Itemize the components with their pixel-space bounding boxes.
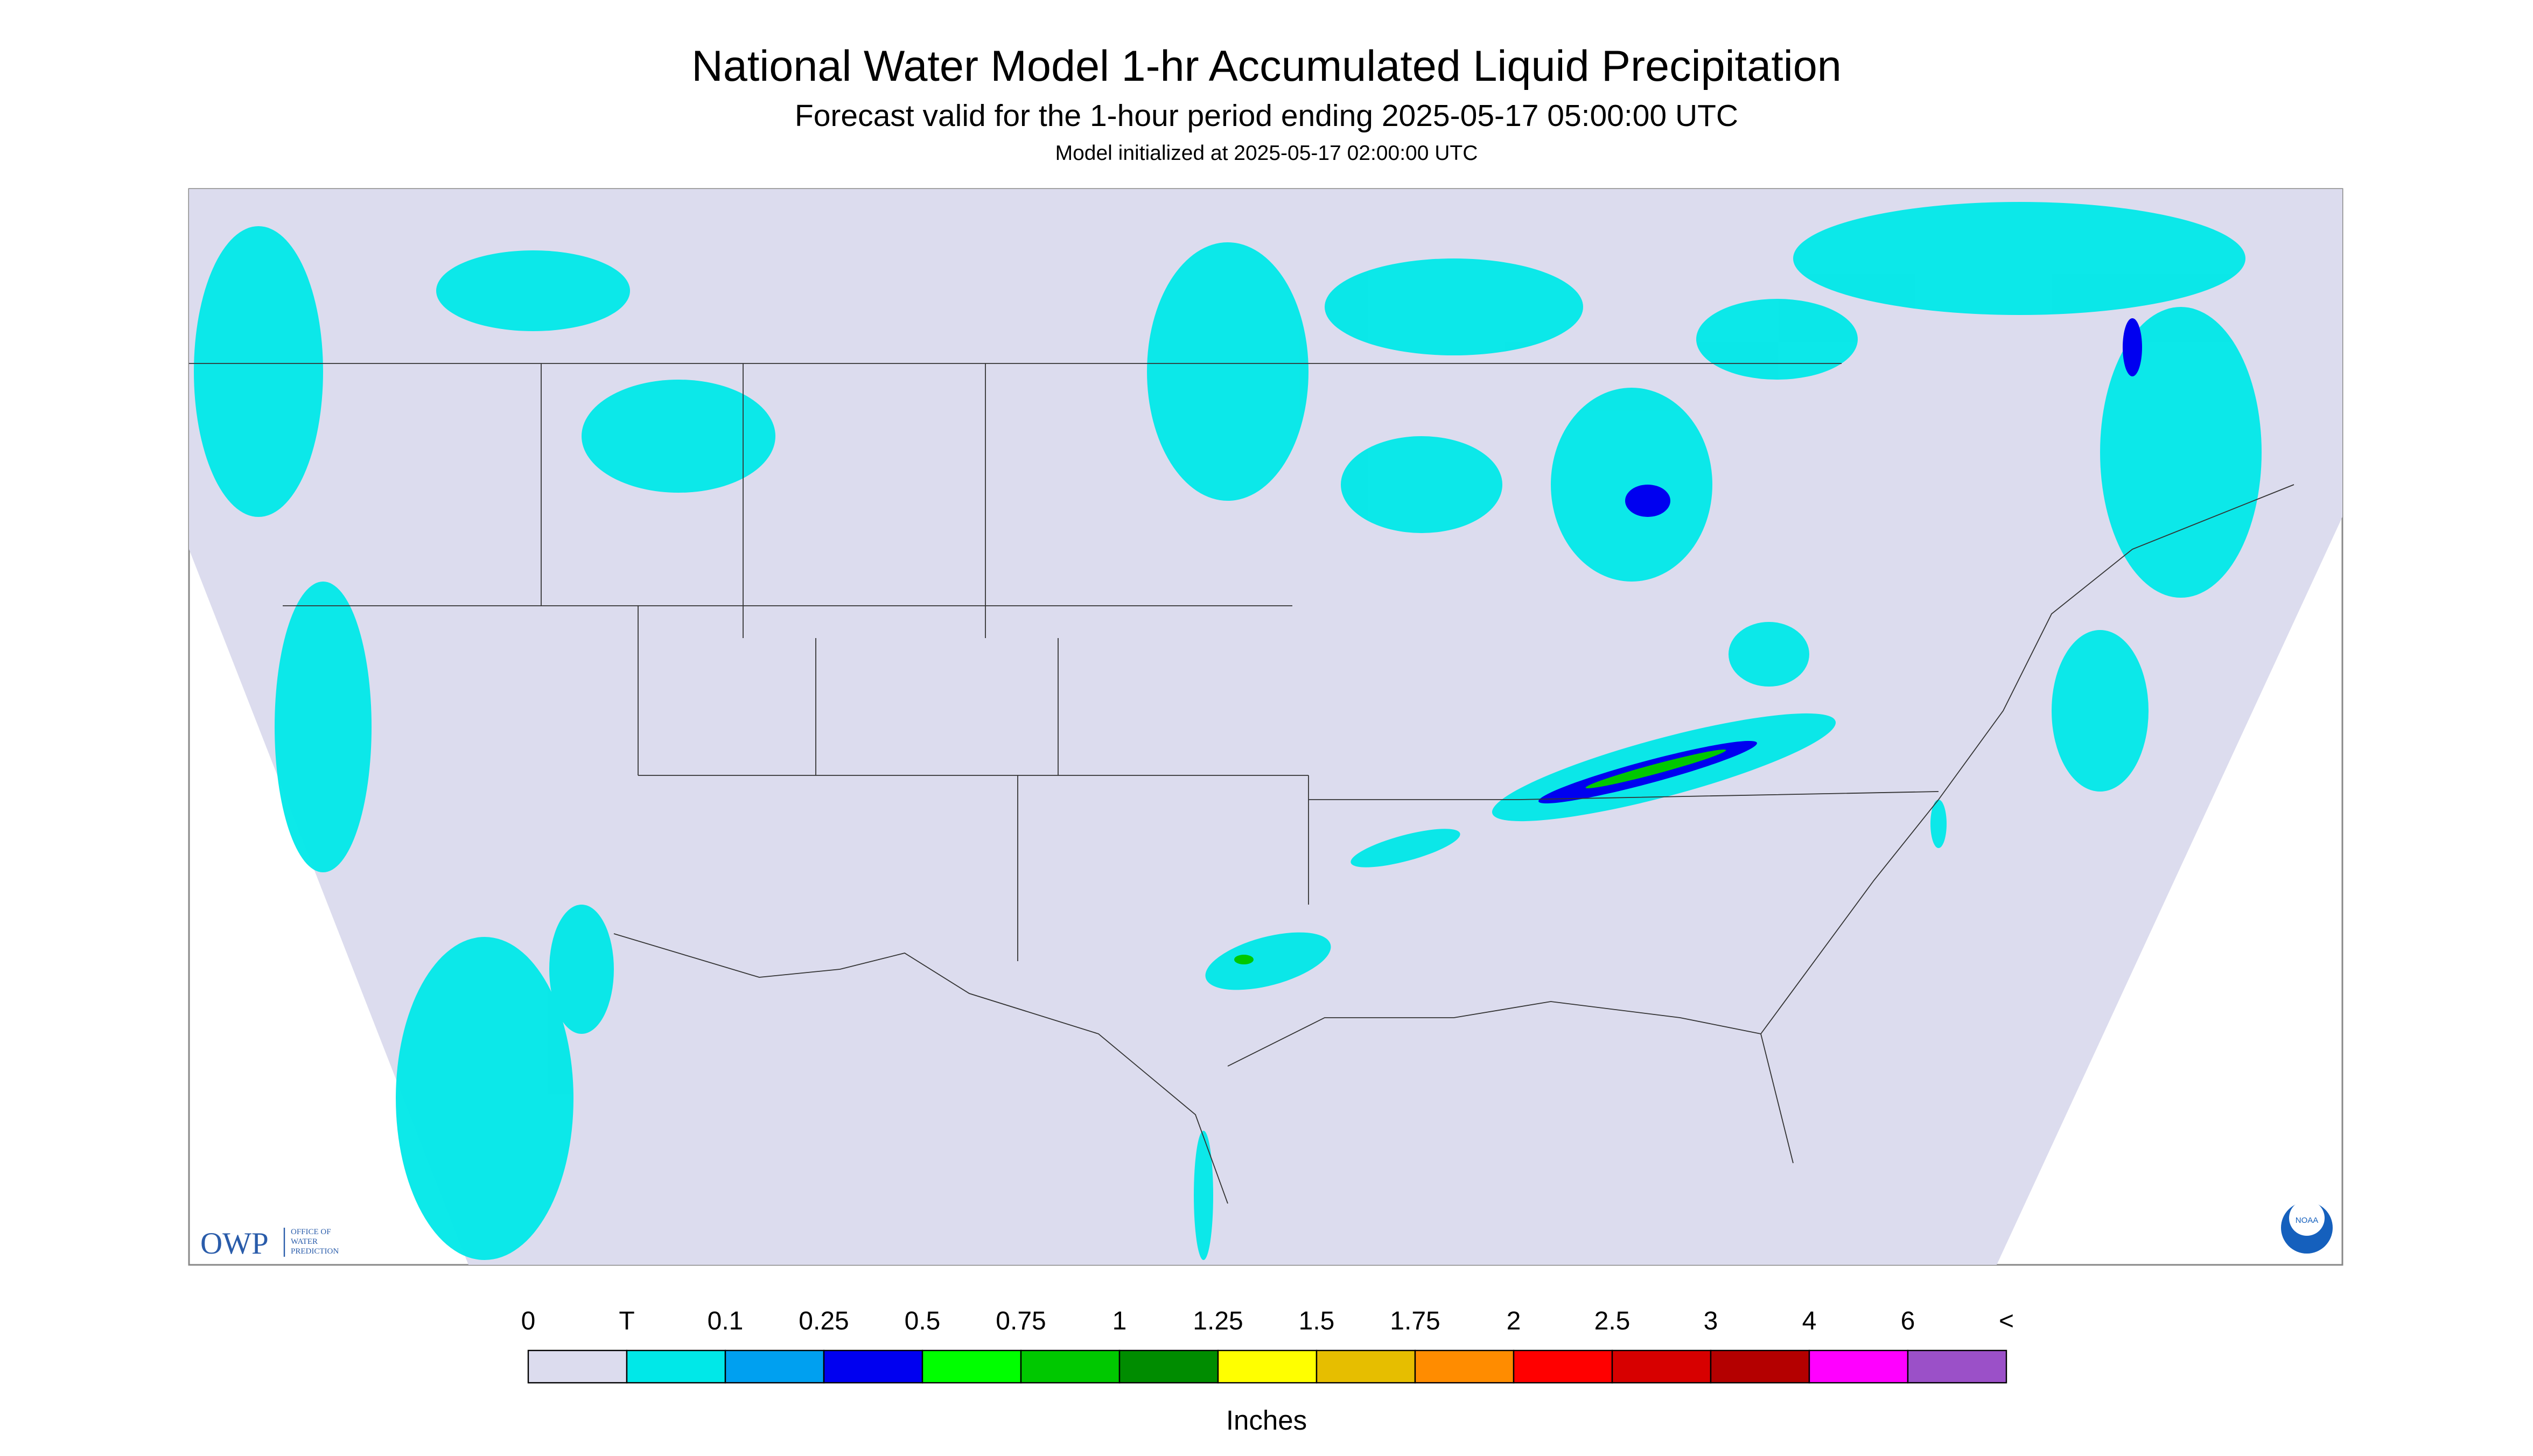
legend-swatch xyxy=(921,1349,1022,1384)
legend-swatch xyxy=(626,1349,726,1384)
office-text: PREDICTION xyxy=(291,1247,339,1256)
legend-label: 4 xyxy=(1802,1307,1817,1335)
office-text: WATER xyxy=(291,1237,318,1246)
legend-label: 1.25 xyxy=(1193,1307,1243,1335)
legend-label: 0 xyxy=(521,1307,536,1335)
legend-label: T xyxy=(619,1307,634,1335)
legend-swatch xyxy=(1414,1349,1515,1384)
legend-swatch xyxy=(527,1349,628,1384)
legend-swatch xyxy=(1217,1349,1318,1384)
legend-label: 0.5 xyxy=(905,1307,941,1335)
legend-swatch xyxy=(823,1349,923,1384)
legend-swatch xyxy=(1020,1349,1121,1384)
legend-swatch xyxy=(1907,1349,2007,1384)
legend-swatch xyxy=(1710,1349,1810,1384)
noaa-text: NOAA xyxy=(2296,1216,2319,1225)
title: National Water Model 1-hr Accumulated Li… xyxy=(691,42,1842,90)
office-text: OFFICE OF xyxy=(291,1228,331,1236)
noaa-logo: NOAA xyxy=(2281,1200,2333,1254)
legend-label: 2 xyxy=(1507,1307,1521,1335)
legend-label: < xyxy=(1999,1307,2014,1335)
legend-label: 0.25 xyxy=(799,1307,849,1335)
legend-label: 2.5 xyxy=(1594,1307,1631,1335)
legend-label: 0.1 xyxy=(708,1307,744,1335)
legend: 0 T 0.1 0.25 0.5 0.75 1 1.25 1.5 1.75 2 2.5 3 4 6 < xyxy=(521,1307,2014,1384)
legend-swatch xyxy=(724,1349,825,1384)
legend-label: 1 xyxy=(1112,1307,1127,1335)
legend-swatch xyxy=(1513,1349,1613,1384)
legend-swatch xyxy=(1808,1349,1909,1384)
owp-text: OWP xyxy=(200,1227,269,1261)
legend-swatch xyxy=(1611,1349,1712,1384)
subtitle: Forecast valid for the 1-hour period end… xyxy=(795,99,1738,133)
legend-label: 1.75 xyxy=(1390,1307,1440,1335)
legend-label: 0.75 xyxy=(996,1307,1046,1335)
legend-swatch xyxy=(1118,1349,1219,1384)
legend-swatch xyxy=(1316,1349,1416,1384)
init-time: Model initialized at 2025-05-17 02:00:00… xyxy=(1055,142,1478,165)
owp-logo: OWP OFFICE OF WATER PREDICTION xyxy=(200,1227,339,1261)
legend-label: 6 xyxy=(1901,1307,1915,1335)
map xyxy=(188,188,2343,1266)
legend-label: 1.5 xyxy=(1299,1307,1335,1335)
legend-unit: Inches xyxy=(1226,1405,1307,1436)
legend-label: 3 xyxy=(1704,1307,1718,1335)
